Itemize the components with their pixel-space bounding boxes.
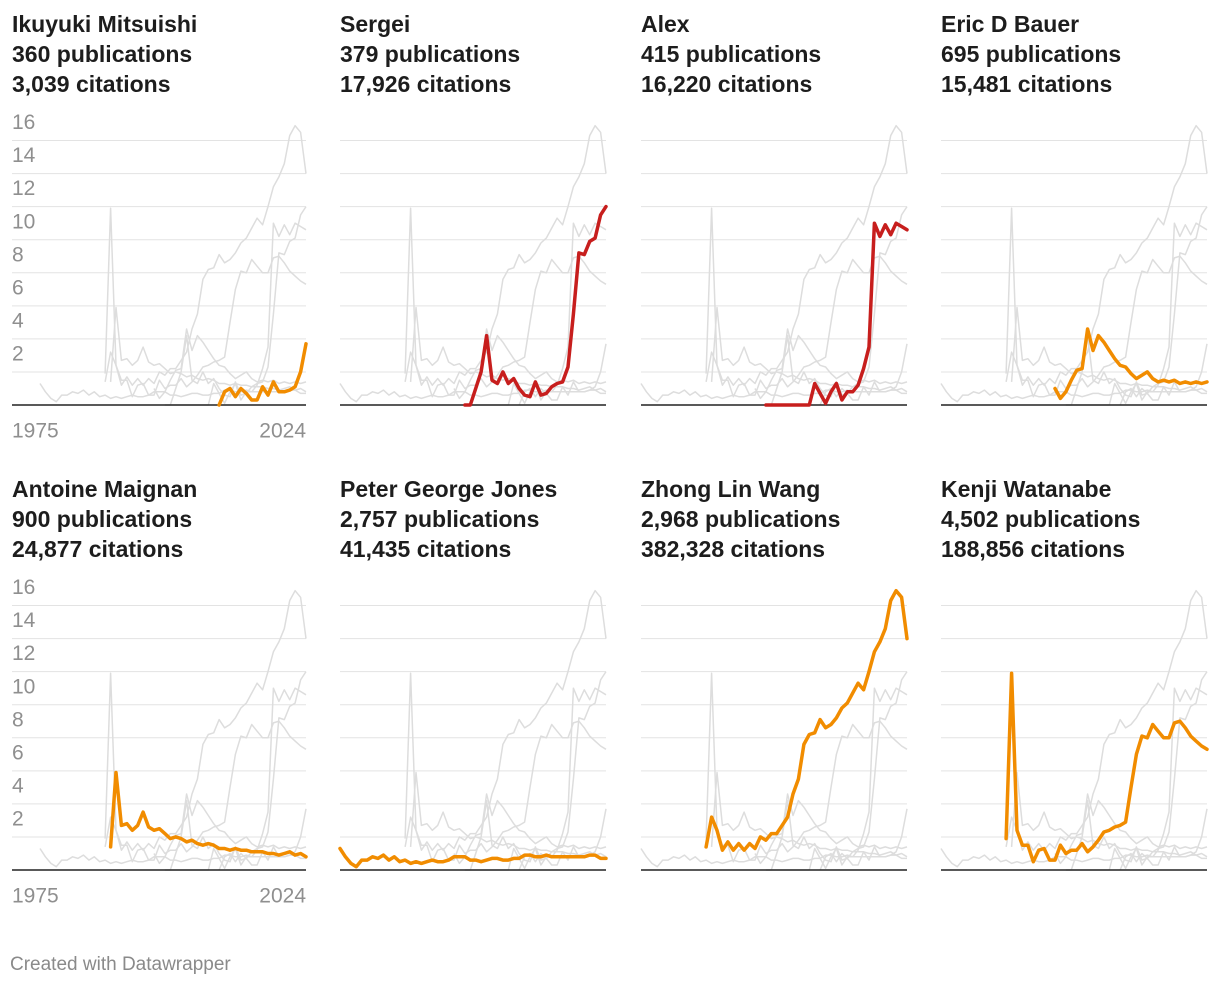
background-line	[754, 328, 908, 400]
background-line	[940, 383, 1207, 403]
y-tick-label: 2	[12, 342, 24, 365]
y-tick-label: 12	[12, 642, 35, 665]
background-line	[104, 207, 307, 398]
panel-citations: 382,328 citations	[641, 536, 825, 562]
y-tick-label: 14	[12, 609, 36, 632]
y-tick-label: 6	[12, 741, 24, 764]
highlight-line	[764, 221, 909, 407]
panel-citations: 3,039 citations	[12, 71, 171, 97]
panel-publications: 415 publications	[641, 41, 821, 67]
y-tick-label: 4	[12, 774, 24, 797]
background-line	[1005, 589, 1208, 851]
y-tick-label: 16	[12, 111, 35, 134]
background-line	[409, 306, 607, 393]
panel-citations: 16,220 citations	[641, 71, 812, 97]
highlight-line	[108, 770, 308, 859]
panel-title: Peter George Jones	[340, 476, 557, 502]
y-tick-label: 10	[12, 210, 35, 233]
background-line	[1119, 808, 1208, 871]
background-line	[453, 793, 607, 865]
background-line	[1054, 793, 1208, 865]
background-line	[409, 771, 607, 858]
background-line	[640, 848, 907, 868]
background-line	[104, 672, 307, 863]
background-line	[404, 589, 607, 851]
panel-publications: 900 publications	[12, 506, 192, 532]
y-tick-label: 10	[12, 675, 35, 698]
panel-title: Kenji Watanabe	[941, 476, 1111, 502]
panel-publications: 360 publications	[12, 41, 192, 67]
highlight-line	[1004, 671, 1209, 864]
background-line	[705, 124, 908, 386]
background-line	[1005, 207, 1208, 398]
panel-title: Sergei	[340, 11, 410, 37]
panel-citations: 17,926 citations	[340, 71, 511, 97]
y-tick-label: 14	[12, 144, 36, 167]
panel-citations: 188,856 citations	[941, 536, 1125, 562]
background-line	[153, 793, 307, 865]
background-line	[819, 343, 908, 406]
highlight-line	[217, 342, 308, 407]
panel-citations: 24,877 citations	[12, 536, 183, 562]
x-tick-label: 2024	[259, 420, 306, 443]
background-line	[940, 848, 1207, 868]
background-line	[218, 808, 307, 871]
credit: Created with Datawrapper	[10, 954, 231, 975]
y-tick-label: 2	[12, 807, 24, 830]
background-line	[404, 207, 607, 398]
background-line	[104, 589, 307, 851]
background-line	[710, 306, 908, 393]
background-line	[1010, 771, 1208, 858]
panel-title: Ikuyuki Mitsuishi	[12, 11, 197, 37]
background-line	[109, 306, 307, 393]
panel-citations: 15,481 citations	[941, 71, 1112, 97]
y-tick-label: 4	[12, 309, 24, 332]
background-line	[518, 808, 607, 871]
background-line	[453, 328, 607, 400]
background-line	[164, 206, 307, 406]
panel-publications: 2,757 publications	[340, 506, 539, 532]
background-line	[464, 671, 607, 871]
panel-publications: 4,502 publications	[941, 506, 1140, 532]
background-line	[1005, 124, 1208, 386]
y-tick-label: 8	[12, 243, 24, 266]
panel-title: Antoine Maignan	[12, 476, 197, 502]
panel-title: Alex	[641, 11, 690, 37]
x-tick-label: 1975	[12, 420, 59, 443]
background-line	[710, 771, 908, 858]
highlight-line	[704, 588, 909, 852]
background-line	[404, 672, 607, 863]
highlight-line	[1053, 327, 1209, 401]
panel-title: Zhong Lin Wang	[641, 476, 820, 502]
panel-citations: 41,435 citations	[340, 536, 511, 562]
background-line	[640, 383, 907, 403]
panel-publications: 695 publications	[941, 41, 1121, 67]
background-line	[1065, 671, 1208, 871]
background-line	[705, 207, 908, 398]
panel-title: Eric D Bauer	[941, 11, 1079, 37]
y-tick-label: 8	[12, 708, 24, 731]
background-line	[404, 124, 607, 386]
background-line	[705, 672, 908, 863]
y-tick-label: 6	[12, 276, 24, 299]
y-tick-label: 12	[12, 177, 35, 200]
background-line	[1065, 206, 1208, 406]
background-line	[819, 808, 908, 871]
x-tick-label: 2024	[259, 885, 306, 908]
x-tick-label: 1975	[12, 885, 59, 908]
panel-publications: 379 publications	[340, 41, 520, 67]
background-line	[104, 124, 307, 386]
panel-publications: 2,968 publications	[641, 506, 840, 532]
background-line	[1010, 306, 1208, 393]
y-tick-label: 16	[12, 576, 35, 599]
background-line	[39, 848, 306, 868]
background-line	[754, 793, 908, 865]
background-line	[153, 328, 307, 400]
highlight-line	[338, 846, 608, 869]
highlight-line	[463, 204, 608, 407]
